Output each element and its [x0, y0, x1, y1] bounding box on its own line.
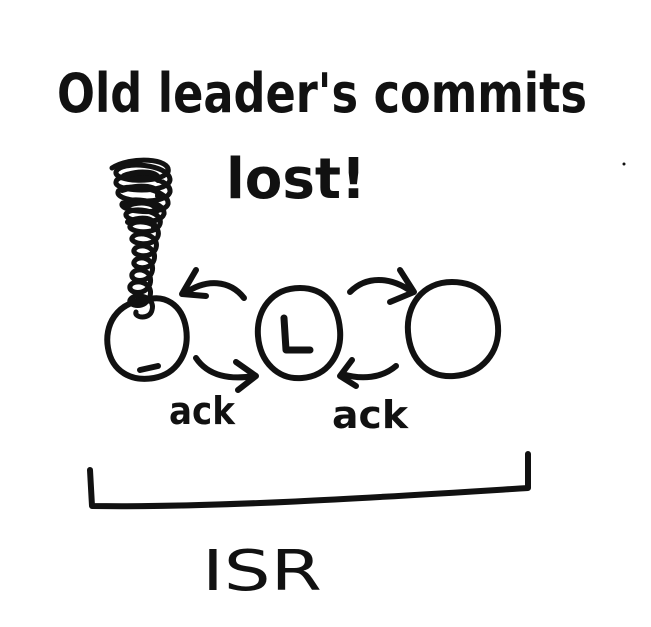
node-old-leader	[104, 295, 190, 382]
node-follower	[404, 279, 502, 380]
isr-label: ISR	[202, 539, 322, 604]
stray-dot	[622, 162, 626, 166]
leader-label: L	[0, 0, 1, 1]
title-line-2: lost!	[226, 147, 366, 212]
arrow-leader-to-old-leader	[179, 267, 247, 301]
node-leader: L	[0, 0, 344, 382]
ack-label-left: ack	[169, 389, 236, 433]
title-line-1: Old leader's commits	[57, 62, 587, 125]
arrow-old-leader-ack	[193, 355, 259, 393]
scribble-mark	[109, 157, 173, 320]
arrow-follower-ack	[337, 357, 399, 389]
ack-label-right: ack	[332, 393, 409, 437]
leader-letter-l-icon	[280, 314, 314, 354]
isr-bracket	[87, 451, 531, 510]
arrow-leader-to-follower	[347, 267, 417, 305]
